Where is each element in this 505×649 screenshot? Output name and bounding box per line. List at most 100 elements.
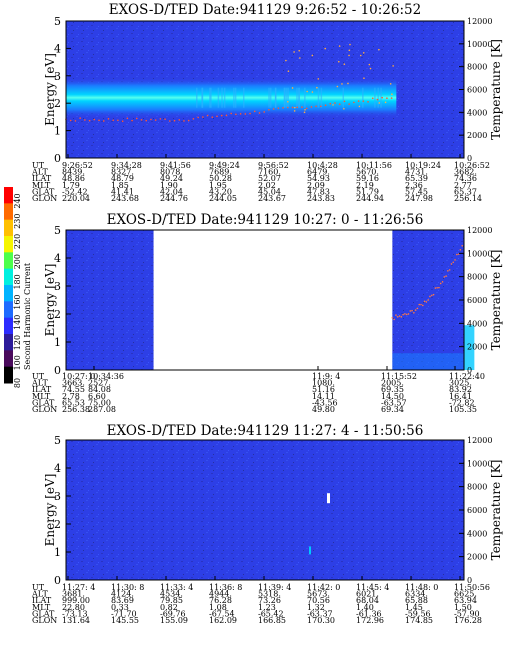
orbit-table-cell: 11:42: 0 xyxy=(307,583,340,592)
orbit-table-cell: 6625. xyxy=(454,590,477,599)
orbit-table-cell: 45.04 xyxy=(258,187,281,196)
temperature-point xyxy=(211,116,214,118)
orbit-table-cell: 75.00 xyxy=(88,398,111,407)
orbit-table-cell: 1.45 xyxy=(405,603,423,612)
temperature-point xyxy=(450,263,453,265)
colorbar-tick-label: 240 xyxy=(13,193,22,208)
orbit-table-cell: 11:50:56 xyxy=(454,583,490,592)
band-streak xyxy=(317,87,320,108)
temperature-tick-label: 8000 xyxy=(467,273,487,282)
temperature-point xyxy=(287,100,289,103)
colorbar-tick-label: 120 xyxy=(13,335,22,350)
colorbar-swatch xyxy=(4,285,13,302)
energy-tick-label: 0 xyxy=(54,574,61,587)
temperature-tick-label: 10000 xyxy=(467,249,492,258)
temperature-point xyxy=(384,101,387,104)
orbit-table-cell: 10:34:36 xyxy=(88,372,124,381)
orbit-row-label: GLAT xyxy=(32,187,55,196)
temperature-point xyxy=(398,315,401,317)
panel-title: EXOS-D/TED Date:941129 10:27: 0 - 11:26:… xyxy=(107,212,424,228)
orbit-table-cell: 2.19 xyxy=(356,181,374,190)
orbit-table-cell: 11:22:40 xyxy=(449,372,485,381)
colorbar-tick-label: 180 xyxy=(13,274,22,289)
orbit-table-cell: 5670. xyxy=(356,168,379,177)
band-streak xyxy=(269,87,272,108)
temperature-point xyxy=(343,100,346,103)
temperature-point xyxy=(432,293,435,296)
temperature-point xyxy=(418,303,421,306)
orbit-table-cell: 1.40 xyxy=(356,603,374,612)
band-streak xyxy=(209,87,211,108)
temperature-tick-label: 6000 xyxy=(467,296,487,305)
temperature-point xyxy=(393,318,395,321)
orbit-table-cell: -73.13 xyxy=(62,609,88,618)
orbit-table-cell: 43.20 xyxy=(209,187,232,196)
orbit-table-cell: 48.79 xyxy=(111,174,134,183)
temperature-point xyxy=(301,106,303,108)
temperature-point xyxy=(378,102,381,104)
orbit-table-cell: -52.42 xyxy=(62,187,88,196)
temperature-point xyxy=(338,45,341,47)
band-streak xyxy=(217,87,220,108)
temperature-axis-label: Temperature [K] xyxy=(489,39,503,140)
orbit-table-cell: 11:33: 4 xyxy=(160,583,193,592)
orbit-table-cell: 172.96 xyxy=(356,616,384,625)
colorbar-swatch xyxy=(4,219,13,237)
temperature-point xyxy=(332,104,334,106)
temperature-point xyxy=(369,67,372,70)
orbit-table-cell: 9:34:28 xyxy=(111,161,142,170)
orbit-table-cell: 1.95 xyxy=(209,181,227,190)
colorbar-swatch xyxy=(4,301,13,319)
temperature-tick-label: 0 xyxy=(467,154,472,163)
temperature-point xyxy=(315,105,317,108)
orbit-table-cell: 243.67 xyxy=(258,194,286,203)
orbit-table-cell: -72.82 xyxy=(449,398,475,407)
bright-spot xyxy=(327,493,330,504)
orbit-table-cell: 57.45 xyxy=(405,187,428,196)
temperature-tick-label: 6000 xyxy=(467,86,487,95)
temperature-point xyxy=(293,110,296,112)
orbit-row-label: MLT xyxy=(32,181,51,190)
energy-tick-label: 0 xyxy=(54,364,61,377)
orbit-table-cell: -67.54 xyxy=(209,609,235,618)
bright-spot xyxy=(309,546,311,555)
orbit-table-cell: 8327. xyxy=(111,168,134,177)
temperature-point xyxy=(334,102,336,104)
temperature-tick-label: 8000 xyxy=(467,483,487,492)
temperature-point xyxy=(438,286,440,289)
colorbar-tick-label: 100 xyxy=(13,355,22,370)
spectrogram-panel: EXOS-D/TED Date:941129 9:26:52 - 10:26:5… xyxy=(31,2,503,203)
energy-axis-label: Energy [eV] xyxy=(43,53,57,126)
temperature-point xyxy=(411,309,413,312)
temperature-point xyxy=(430,294,433,297)
orbit-table-cell: 11:45: 4 xyxy=(356,583,389,592)
temperature-point xyxy=(348,54,350,57)
orbit-table-cell: 6021. xyxy=(356,590,379,599)
energy-tick-label: 3 xyxy=(54,490,61,503)
band-streak xyxy=(196,87,198,108)
temperature-point xyxy=(391,93,393,96)
orbit-row-label: ILAT xyxy=(32,385,52,394)
temperature-point xyxy=(88,119,91,122)
temperature-point xyxy=(359,54,362,57)
temperature-point xyxy=(454,259,456,261)
orbit-table-cell: 22.80 xyxy=(62,603,85,612)
temperature-point xyxy=(306,90,308,93)
band-streak xyxy=(283,87,286,108)
orbit-table-cell: 2005. xyxy=(381,379,404,388)
orbit-table-cell: 247.98 xyxy=(405,194,433,203)
orbit-table-cell: 76.28 xyxy=(209,596,232,605)
band-streak xyxy=(201,87,203,108)
energy-tick-label: 1 xyxy=(54,546,61,559)
energy-tick-label: 4 xyxy=(54,42,61,55)
temperature-point xyxy=(329,102,332,105)
temperature-point xyxy=(239,113,242,115)
orbit-table-cell: 0.33 xyxy=(111,603,129,612)
temperature-point xyxy=(317,78,320,80)
colorbar-swatches xyxy=(4,187,13,384)
temperature-tick-label: 2000 xyxy=(467,131,487,140)
orbit-row-label: MLT xyxy=(32,603,51,612)
orbit-table-cell: 3663. xyxy=(62,379,85,388)
temperature-point xyxy=(285,59,287,62)
